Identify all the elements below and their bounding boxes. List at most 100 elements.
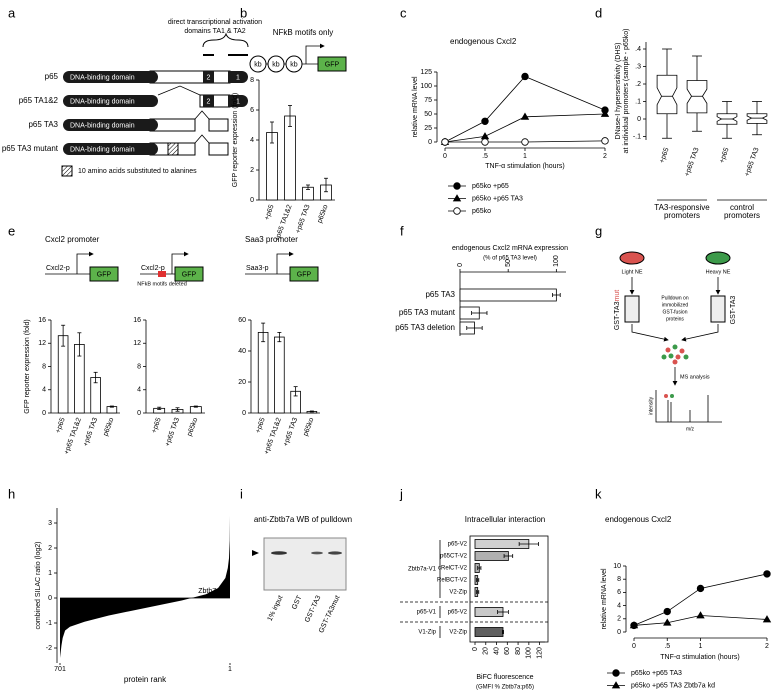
promoter-label: Saa3-p bbox=[246, 265, 269, 272]
bait-label: GST-TA3 bbox=[730, 296, 737, 325]
group-label: promoters bbox=[664, 211, 700, 220]
error-bar bbox=[277, 331, 282, 343]
x-tick-label: +p65 TA3 bbox=[295, 204, 312, 235]
x-tick-label: 60 bbox=[504, 647, 511, 655]
y-tick-label: .4 bbox=[635, 46, 641, 53]
legend-label: p65ko +p65 TA3 Zbtb7a kd bbox=[631, 682, 715, 689]
ta-label: 1 bbox=[236, 98, 240, 105]
marker bbox=[601, 137, 609, 145]
marker bbox=[441, 138, 449, 146]
dna-binding-domain bbox=[63, 143, 158, 155]
y-tick-label: 75 bbox=[424, 97, 432, 104]
x-tick-label: +p65 bbox=[719, 147, 731, 164]
lane-label: 1% input bbox=[267, 595, 285, 623]
y-tick-label: 12 bbox=[133, 340, 141, 347]
marker bbox=[521, 72, 529, 81]
error-bar bbox=[157, 406, 162, 410]
y-tick-label: 6 bbox=[617, 589, 621, 596]
error-bar bbox=[476, 590, 480, 594]
tss-arrow bbox=[171, 251, 189, 274]
y-tick-label: 16 bbox=[133, 317, 141, 324]
marker bbox=[481, 138, 489, 146]
row-label: p65 bbox=[45, 72, 59, 81]
bar bbox=[459, 288, 557, 302]
bait-label: GST-TA3mut bbox=[614, 290, 621, 330]
ta1 bbox=[228, 71, 248, 83]
step-label: immobilized bbox=[662, 302, 689, 308]
marker bbox=[696, 611, 705, 619]
y-tick-label: 4 bbox=[137, 387, 141, 394]
bar bbox=[257, 331, 269, 414]
domain bbox=[149, 70, 231, 84]
legend-label: p65ko bbox=[472, 208, 491, 215]
reporter bbox=[89, 266, 119, 282]
ta1 bbox=[228, 95, 248, 107]
annotation: direct transcriptional activation bbox=[168, 19, 262, 26]
reporter bbox=[317, 56, 347, 72]
step-label: proteins bbox=[666, 316, 684, 322]
error-bar bbox=[477, 566, 482, 570]
domain bbox=[208, 142, 229, 156]
error-bar bbox=[288, 105, 292, 127]
error-bar bbox=[466, 326, 483, 330]
reporter-label: GFP bbox=[297, 271, 312, 278]
bar bbox=[284, 115, 296, 201]
mutation bbox=[167, 142, 179, 156]
y-tick-label: 0 bbox=[137, 410, 141, 417]
axis-label: intensity bbox=[648, 396, 654, 415]
error-bar bbox=[175, 407, 180, 412]
ta-label: 2 bbox=[207, 74, 211, 81]
error-bar bbox=[476, 578, 480, 582]
y-tick-label: -1 bbox=[46, 620, 52, 627]
blot bbox=[263, 537, 347, 591]
panel-label: d bbox=[595, 5, 602, 20]
x-tick-label: +p65 TA3 bbox=[744, 147, 761, 178]
y-tick-label: 0 bbox=[428, 139, 432, 146]
brace bbox=[202, 32, 249, 48]
y-tick-label: 6 bbox=[250, 107, 254, 114]
group-label: Zbtb7a-V1 bbox=[408, 567, 437, 573]
group-label: control bbox=[730, 203, 754, 212]
marker bbox=[521, 138, 529, 146]
legend-swatch bbox=[61, 165, 73, 177]
x-tick-label: 120 bbox=[536, 647, 543, 659]
x-tick-label: 80 bbox=[515, 647, 522, 655]
chart-title: Intracellular interaction bbox=[465, 515, 545, 524]
marker bbox=[453, 207, 461, 215]
bar bbox=[474, 551, 509, 561]
y-tick-label: p65 TA3 mutant bbox=[399, 308, 456, 317]
x-tick-label: 0 bbox=[632, 643, 636, 650]
x-axis-label: TNF-α stimulation (hours) bbox=[660, 654, 740, 661]
arrow bbox=[681, 324, 719, 342]
x-tick-label: +p65 bbox=[151, 417, 163, 434]
dish bbox=[619, 251, 645, 265]
lane-label: GST-TA3 bbox=[304, 595, 322, 624]
y-tick-label: 1 bbox=[48, 570, 52, 577]
y-axis-label: DNase-I hypersensitivity (DHS) bbox=[615, 43, 622, 140]
marker bbox=[696, 584, 705, 593]
promoter-label: Cxcl2-p bbox=[46, 265, 70, 272]
row-label: p65 TA3 bbox=[28, 120, 58, 129]
error-bar bbox=[309, 410, 314, 413]
chart-title: endogenous Cxcl2 bbox=[605, 515, 672, 524]
x-axis-label: BiFC fluorescence bbox=[476, 674, 533, 681]
y-tick-label: cRelCT-V2 bbox=[438, 566, 468, 572]
x-tick-label: 100 bbox=[526, 647, 533, 659]
panel-a-diagram: direct transcriptional activation domain… bbox=[2, 19, 262, 177]
step-label: MS analysis bbox=[680, 374, 710, 380]
x-tick-label: +p65 TA1&2 bbox=[263, 417, 283, 456]
chart-title: endogenous Cxcl2 mRNA expression bbox=[452, 245, 568, 252]
y-tick-label: .3 bbox=[635, 63, 641, 70]
error-bar bbox=[61, 324, 66, 347]
dna-binding-domain bbox=[63, 95, 158, 107]
y-tick-label: 10 bbox=[613, 563, 621, 570]
error-bar bbox=[77, 332, 82, 357]
annotation: domains TA1 & TA2 bbox=[184, 28, 245, 35]
band bbox=[271, 551, 287, 555]
promoter-label: Cxcl2-p bbox=[141, 265, 165, 272]
y-tick-label: 40 bbox=[238, 348, 246, 355]
x-tick-label: 701 bbox=[54, 666, 66, 673]
arrowhead bbox=[252, 550, 259, 556]
series-line bbox=[633, 615, 768, 626]
